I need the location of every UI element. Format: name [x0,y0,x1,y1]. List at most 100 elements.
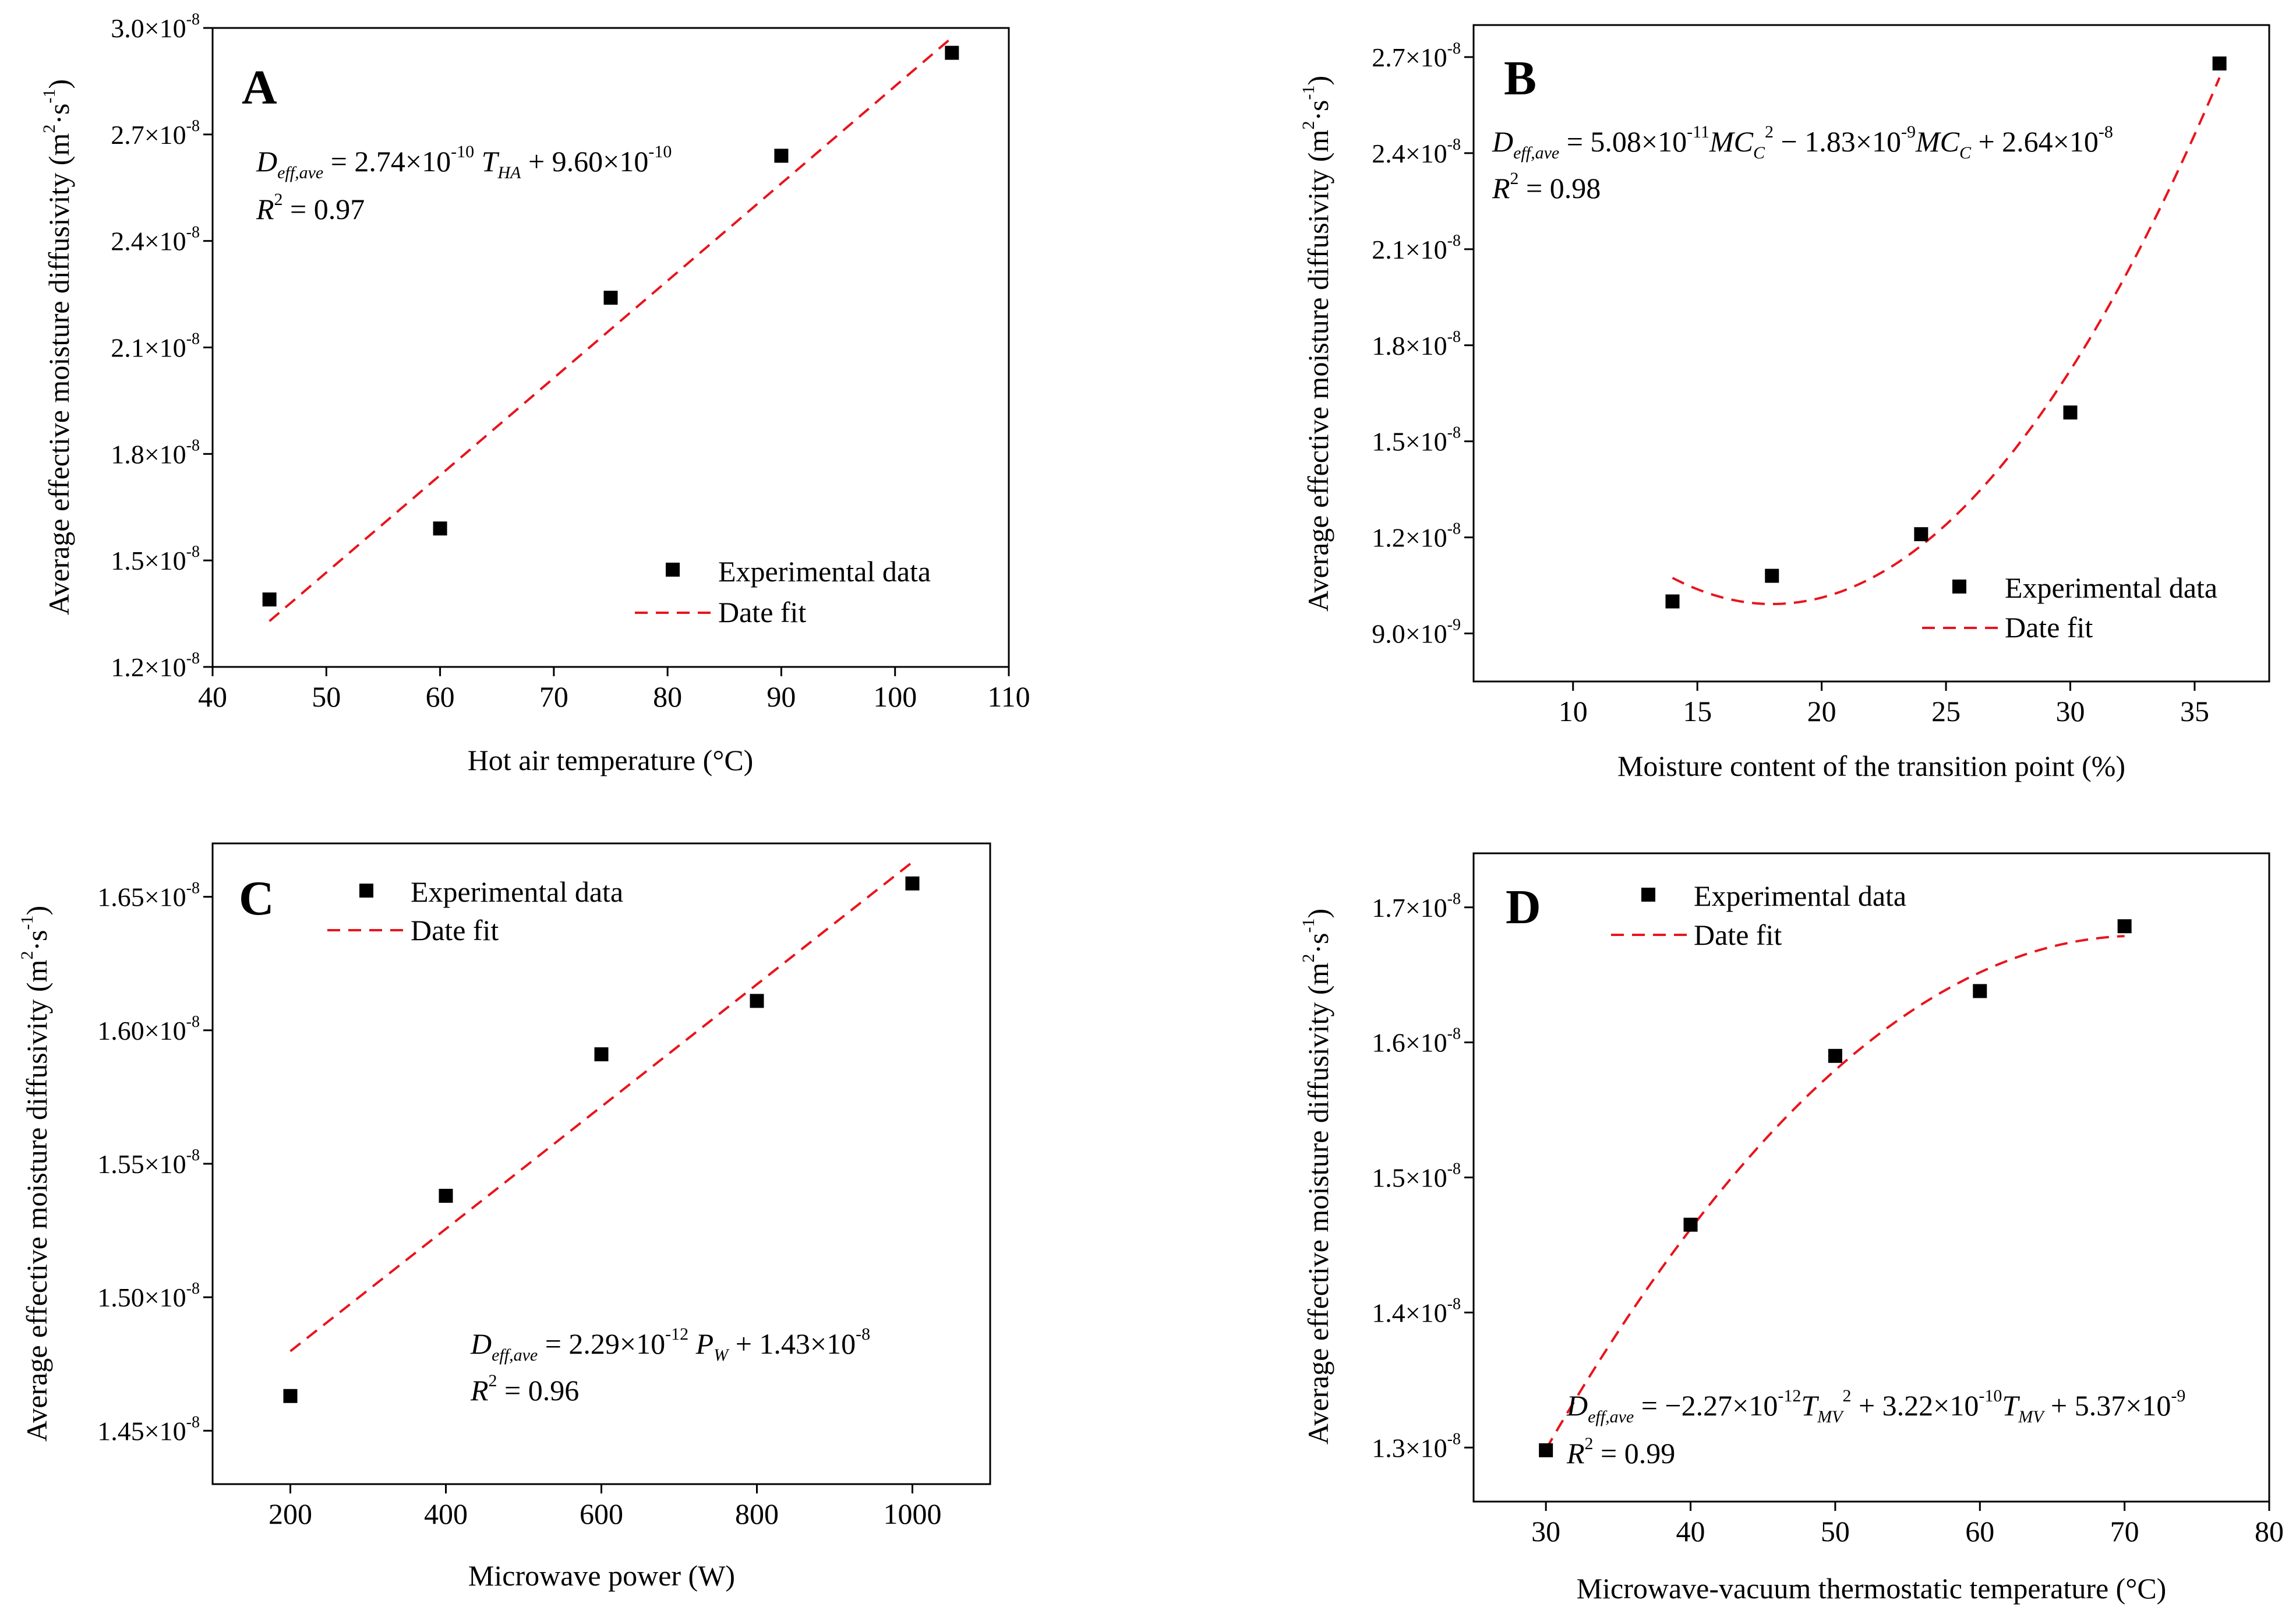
data-point [750,994,764,1008]
x-tick-label: 15 [1683,695,1712,727]
fit-line [269,36,953,622]
svg-text:Deff,ave = −2.27×10-12TMV2 + 3: Deff,ave = −2.27×10-12TMV2 + 3.22×10-10T… [1566,1386,2185,1426]
y-tick-label: 1.3×10-8 [1372,1430,1461,1463]
x-tick-label: 80 [653,680,682,713]
legend-label-fit: Date fit [1694,919,1782,951]
y-tick-label: 2.7×10-8 [1372,40,1461,72]
y-tick-label: 1.4×10-8 [1372,1295,1461,1327]
x-tick-label: 90 [766,680,796,713]
svg-text:Deff,ave = 2.74×10-10 THA + 9: Deff,ave = 2.74×10-10 THA + 9.60×10-10 [256,142,672,182]
panel-a: 40 50 60 70 80 90 100 110 1.2×10-8 1.5×10-8 1.8×1… [40,10,1030,776]
svg-text:R2 = 0.96: R2 = 0.96 [470,1371,579,1407]
y-ticks: 1.2×10-8 1.5×10-8 1.8×10-8 2.1×10-8 2.4×10-8… [111,10,213,682]
y-ticks: 1.45×10-8 1.50×10-8 1.55×10-8 1.60×10-8 1.65… [97,880,213,1446]
legend-marker [666,563,680,577]
x-tick-label: 600 [580,1498,623,1530]
legend-label-fit: Date fit [411,914,499,946]
data-point [1914,527,1928,542]
y-tick-label: 1.8×10-8 [111,436,200,469]
x-tick-label: 50 [1821,1515,1850,1548]
x-tick-label: 400 [424,1498,468,1530]
x-tick-label: 60 [1965,1515,1994,1548]
x-tick-label: 50 [312,680,341,713]
y-tick-label: 2.4×10-8 [1372,136,1461,168]
legend-label-experimental: Experimental data [411,875,623,908]
y-ticks: 9.0×10-9 1.2×10-8 1.5×10-8 1.8×10-8 2.1×10-8… [1372,40,1474,649]
x-tick-label: 100 [873,680,917,713]
data-point [433,521,447,536]
y-axis-label: Average effective moisture diffusivity (… [1299,909,1334,1445]
legend: Experimental data Date fit [1611,880,1906,951]
x-tick-label: 35 [2180,695,2209,727]
x-tick-label: 110 [987,680,1030,713]
y-tick-label: 1.6×10-8 [1372,1025,1461,1058]
x-ticks: 30 40 50 60 70 80 [1531,1502,2284,1548]
legend-marker [1952,580,1966,594]
y-axis-label: Average effective moisture diffusivity (… [40,79,75,615]
data-point [283,1389,298,1403]
data-points [1665,56,2227,609]
y-tick-label: 1.60×10-8 [97,1013,200,1046]
panel-d: 30 40 50 60 70 80 1.3×10-8 1.4×10-8 1.5×10-8 1.6… [1299,852,2284,1605]
legend-label-experimental: Experimental data [2005,571,2217,604]
x-ticks: 200 400 600 800 1000 [269,1484,942,1530]
data-point [1973,984,1987,998]
y-tick-label: 2.7×10-8 [111,117,200,150]
y-tick-label: 2.1×10-8 [1372,232,1461,264]
svg-text:R2 = 0.97: R2 = 0.97 [256,190,365,225]
data-point [2063,405,2078,420]
fit-curve [269,36,953,622]
fit-line [1672,77,2221,606]
x-tick-label: 30 [2056,695,2085,727]
y-tick-label: 1.5×10-8 [1372,1160,1461,1193]
panel-label: C [239,871,274,926]
y-tick-label: 9.0×10-9 [1372,616,1461,649]
data-point [594,1047,609,1062]
x-tick-label: 60 [426,680,455,713]
legend: Experimental data Date fit [327,875,623,946]
data-point [2212,56,2227,70]
x-tick-label: 25 [1931,695,1961,727]
equation: Deff,ave = 2.74×10-10 THA + 9.60×10-10 R… [256,142,672,225]
y-tick-label: 2.4×10-8 [111,224,200,256]
y-tick-label: 1.65×10-8 [97,880,200,912]
svg-text:Deff,ave = 2.29×10-12 PW + 1.: Deff,ave = 2.29×10-12 PW + 1.43×10-8 [470,1325,870,1365]
x-tick-label: 20 [1807,695,1836,727]
legend-label-fit: Date fit [718,596,806,628]
panel-b: 10 15 20 25 30 35 9.0×10-9 1.2×10-8 1.5×10-8 1.8… [1299,24,2270,782]
legend-marker [1641,888,1655,902]
panel-label: D [1506,880,1541,934]
data-point [1539,1443,1553,1457]
y-tick-label: 1.5×10-8 [1372,424,1461,457]
x-ticks: 10 15 20 25 30 35 [1559,681,2209,727]
y-tick-label: 1.2×10-8 [111,649,200,682]
legend-marker [359,884,373,898]
y-tick-label: 1.45×10-8 [97,1413,200,1446]
legend-label-experimental: Experimental data [718,555,931,588]
y-tick-label: 1.50×10-8 [97,1280,200,1312]
data-point [2117,919,2132,934]
data-points [1539,919,2132,1457]
data-point [945,45,959,60]
data-point [1765,568,1779,583]
x-axis-label: Hot air temperature (°C) [468,744,754,776]
legend-label-fit: Date fit [2005,611,2093,644]
fit-curve [1672,77,2221,606]
y-tick-label: 3.0×10-8 [111,10,200,43]
equation: Deff,ave = 5.08×10-11MCC2 − 1.83×10-9MCC… [1492,122,2113,204]
x-ticks: 40 50 60 70 80 90 100 110 [198,667,1030,713]
x-axis-label: Microwave power (W) [468,1559,735,1592]
plot-frame [211,842,991,1485]
y-tick-label: 2.1×10-8 [111,330,200,363]
fit-line [289,861,913,1352]
plot-frame [1472,24,2270,683]
legend: Experimental data Date fit [635,555,931,628]
y-tick-label: 1.7×10-8 [1372,890,1461,923]
y-ticks: 1.3×10-8 1.4×10-8 1.5×10-8 1.6×10-8 1.7×10-8 [1372,890,1474,1463]
x-tick-label: 70 [2110,1515,2139,1548]
y-tick-label: 1.2×10-8 [1372,520,1461,553]
y-axis-label: Average effective moisture diffusivity (… [1299,76,1334,612]
data-point [439,1189,453,1203]
x-tick-label: 200 [269,1498,312,1530]
